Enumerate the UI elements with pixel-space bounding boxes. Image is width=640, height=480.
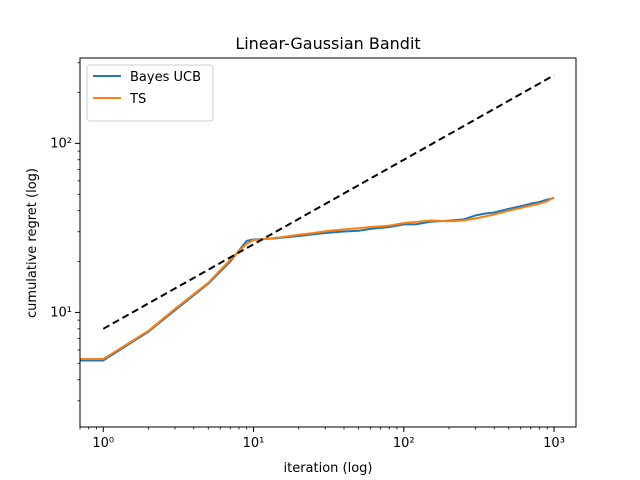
legend: Bayes UCB TS [86, 64, 214, 122]
legend-label: TS [129, 92, 146, 107]
y-axis: 10¹ 10² [50, 62, 80, 402]
x-tick-label: 10² [393, 436, 415, 451]
series-line-ts [80, 196, 555, 361]
x-tick-label: 10¹ [243, 436, 265, 451]
legend-label: Bayes UCB [130, 70, 201, 85]
x-tick-label: 10⁰ [92, 436, 114, 451]
y-axis-label: cumulative regret (log) [25, 168, 40, 318]
chart-title: Linear-Gaussian Bandit [235, 34, 420, 53]
legend-box [86, 64, 214, 122]
x-axis-label: iteration (log) [283, 461, 372, 476]
x-axis: 10⁰ 10¹ 10² 10³ [79, 427, 565, 451]
reference-line-dashed [102, 74, 555, 330]
series-line-bayes-ucb [80, 197, 555, 362]
y-tick-label: 10¹ [50, 305, 72, 320]
axes-frame [79, 57, 577, 428]
y-tick-label: 10² [50, 136, 72, 151]
x-tick-label: 10³ [543, 436, 565, 451]
plot-area [80, 74, 555, 362]
